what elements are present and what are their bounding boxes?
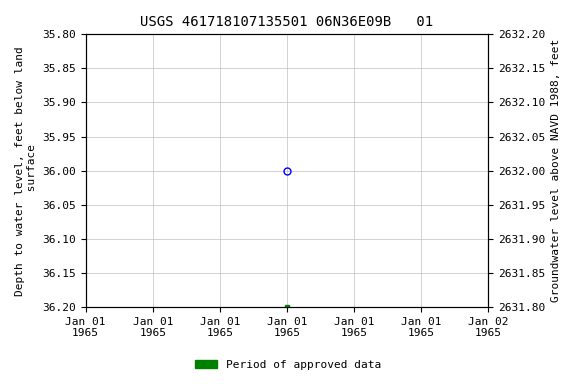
Legend: Period of approved data: Period of approved data <box>191 356 385 375</box>
Y-axis label: Depth to water level, feet below land
 surface: Depth to water level, feet below land su… <box>15 46 37 296</box>
Y-axis label: Groundwater level above NAVD 1988, feet: Groundwater level above NAVD 1988, feet <box>551 39 561 302</box>
Title: USGS 461718107135501 06N36E09B   01: USGS 461718107135501 06N36E09B 01 <box>141 15 434 29</box>
